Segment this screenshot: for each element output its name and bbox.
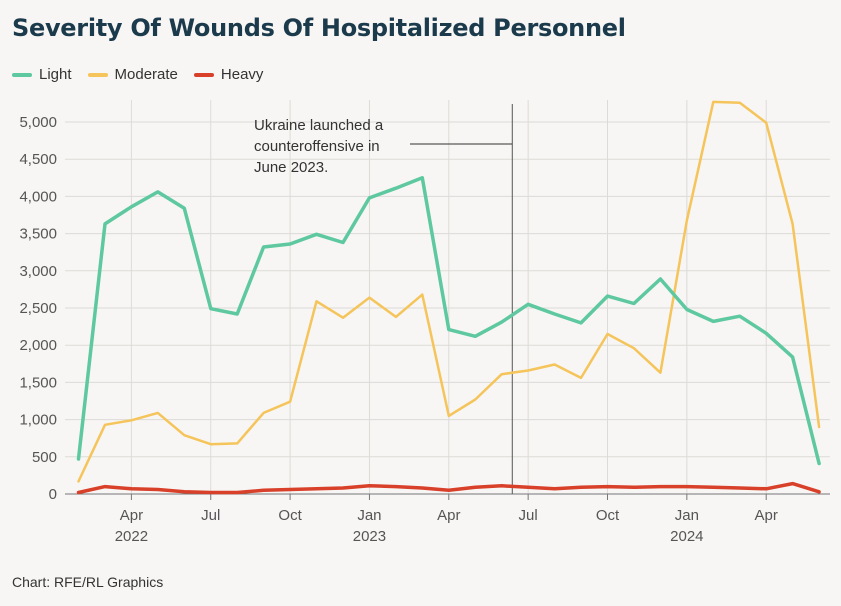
series-line-light [76,176,821,466]
y-tick-label: 500 [32,449,57,466]
legend-swatch-light [12,72,32,77]
y-tick-label: 3,500 [19,226,57,243]
chart-title: Severity Of Wounds Of Hospitalized Perso… [12,14,626,42]
annotation-text-line: June 2023. [254,159,328,176]
x-tick-label: Oct [278,507,302,524]
x-tick-label: Apr [755,507,778,524]
y-tick-label: 1,000 [19,412,57,429]
x-tick-label: Apr [120,507,143,524]
axis-layer: 0 500 1,000 1,500 2,000 2,500 3,000 3,500 4,000 4… [19,114,830,545]
legend: Light Moderate Heavy [12,66,263,83]
x-tick-label: Jan [357,507,381,524]
legend-item-moderate: Moderate [87,66,178,83]
legend-swatch-heavy [193,72,214,77]
legend-label-light: Light [39,66,72,83]
x-tick-label: Oct [596,507,620,524]
x-tick-label: Jan [675,507,699,524]
y-tick-label: 0 [49,486,57,503]
y-tick-label: 1,500 [19,374,57,391]
legend-item-heavy: Heavy [193,66,264,83]
x-tick-year-label: 2022 [115,528,148,545]
annotation-layer: Ukraine launched a counteroffensive in Jun… [254,104,513,494]
annotation-text-line: counteroffensive in [254,138,380,155]
x-tick-label: Jul [201,507,220,524]
y-tick-label: 2,500 [19,300,57,317]
series-layer [76,100,821,495]
legend-item-light: Light [12,66,72,83]
y-tick-label: 3,000 [19,263,57,280]
series-line-heavy [76,481,821,495]
y-tick-label: 2,000 [19,337,57,354]
legend-swatch-moderate [87,72,108,77]
series-line-moderate [77,100,821,483]
legend-label-heavy: Heavy [220,66,264,83]
annotation-text-line: Ukraine launched a [254,117,384,134]
line-chart: 0 500 1,000 1,500 2,000 2,500 3,000 3,500 4,000 4… [19,100,830,545]
x-tick-year-label: 2024 [670,528,703,545]
grid-layer [65,100,830,494]
y-tick-label: 4,000 [19,188,57,205]
x-tick-label: Jul [519,507,538,524]
x-tick-label: Apr [437,507,460,524]
x-tick-year-label: 2023 [353,528,386,545]
y-tick-label: 4,500 [19,151,57,168]
legend-label-moderate: Moderate [114,66,178,83]
y-tick-label: 5,000 [19,114,57,131]
chart-source: Chart: RFE/RL Graphics [12,574,164,590]
